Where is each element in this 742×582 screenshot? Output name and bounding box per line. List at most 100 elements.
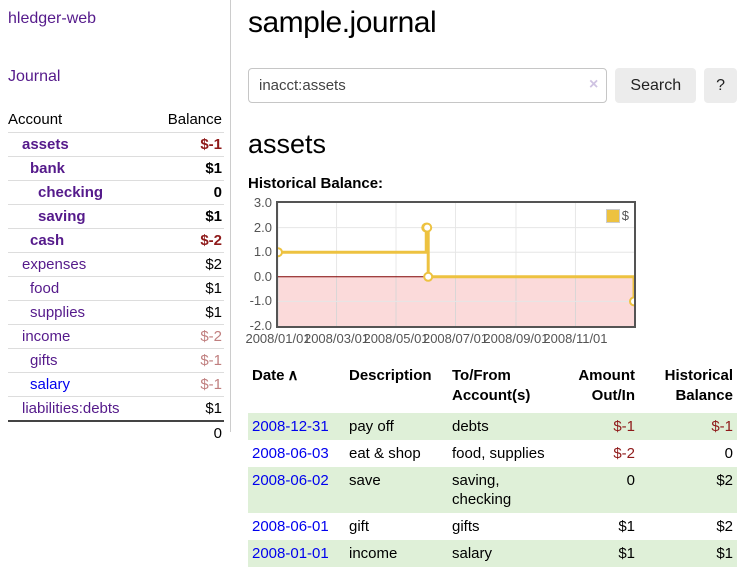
sidebar-account-balance: $1: [152, 204, 224, 229]
sidebar-account-balance: $1: [152, 156, 224, 181]
register-amount: $-1: [613, 418, 635, 435]
chart-y-tick-label: 0.0: [253, 268, 272, 284]
sidebar-account-row: bank $1: [8, 156, 224, 181]
register-row: 2008-12-31 pay off debts $-1 $-1: [248, 413, 737, 440]
chart-x-tick-label: 2008/01/01: [245, 331, 311, 346]
chart-x-tick-label: 2008/09/01: [483, 331, 549, 346]
sidebar-account-row: food $1: [8, 276, 224, 301]
register-date-link[interactable]: 2008-12-31: [252, 418, 329, 435]
sidebar-account-balance: $-2: [152, 324, 224, 349]
legend-swatch-icon: [605, 208, 620, 223]
accounts-total-balance: 0: [152, 420, 224, 445]
app-title-link[interactable]: hledger-web: [8, 10, 97, 27]
search-button[interactable]: Search: [615, 68, 697, 103]
chart-y-tick-label: 3.0: [253, 195, 272, 210]
chart-x-tick-label: 2008/03/01: [303, 331, 370, 346]
sidebar-account-balance: $-1: [152, 348, 224, 373]
sidebar-account-link[interactable]: cash: [30, 232, 65, 249]
register-balance: $2: [716, 472, 733, 489]
sidebar-account-link[interactable]: expenses: [22, 256, 87, 273]
clear-search-icon[interactable]: ×: [589, 76, 599, 93]
register-table: Date ∧ Description To/From Account(s) Amo…: [248, 364, 737, 567]
register-balance: $1: [716, 545, 733, 562]
chart-x-tick-label: 2008/07/01: [422, 331, 489, 346]
register-date-link[interactable]: 2008-06-02: [252, 472, 329, 489]
nav-journal-link[interactable]: Journal: [8, 68, 61, 85]
search-form: × Search ?: [248, 68, 737, 103]
register-date-link[interactable]: 2008-06-03: [252, 445, 329, 462]
main-content: sample.journal × Search ? assets Histori…: [245, 0, 737, 567]
register-description: pay off: [349, 418, 394, 435]
chart-title: Historical Balance:: [248, 175, 384, 192]
sidebar-account-link[interactable]: food: [30, 280, 60, 297]
sidebar-account-balance: $-1: [152, 372, 224, 397]
register-accounts: gifts: [452, 518, 480, 535]
chart-y-tick-label: -2.0: [249, 318, 272, 333]
register-col-description: Description: [349, 367, 432, 384]
register-balance: $2: [716, 518, 733, 535]
chart-canvas: [278, 203, 634, 326]
register-date: 2008-01-01: [248, 540, 345, 567]
register-date: 2008-06-01: [248, 513, 345, 540]
sidebar-account-balance: $-1: [152, 132, 224, 157]
sidebar-account-link[interactable]: supplies: [30, 304, 86, 321]
sidebar-account-balance: $-2: [152, 228, 224, 253]
register-col-date[interactable]: Date ∧: [252, 367, 299, 384]
sidebar-account-link[interactable]: liabilities:debts: [22, 400, 120, 417]
register-description: gift: [349, 518, 370, 535]
sidebar-account-link[interactable]: saving: [38, 208, 86, 225]
register-date-link[interactable]: 2008-01-01: [252, 545, 329, 562]
register-accounts: saving, checking: [452, 472, 512, 508]
accounts-col-account: Account: [8, 111, 63, 128]
register-col-accounts: To/From Account(s): [452, 367, 531, 404]
search-help-button[interactable]: ?: [704, 68, 737, 103]
account-heading: assets: [248, 129, 327, 159]
chart-y-tick-label: 1.0: [253, 244, 272, 260]
register-body: 2008-12-31 pay off debts $-1 $-1 2008-06-03 ea…: [248, 413, 737, 567]
register-description: eat & shop: [349, 445, 421, 462]
chart-x-tick-label: 2008/05/01: [363, 331, 429, 346]
sidebar-account-row: cash $-2: [8, 228, 224, 253]
sidebar-account-row: checking 0: [8, 180, 224, 205]
sidebar-account-link[interactable]: assets: [22, 136, 69, 153]
sidebar-account-link[interactable]: bank: [30, 160, 66, 177]
register-date: 2008-06-03: [248, 440, 345, 467]
register-accounts: salary: [452, 545, 493, 562]
register-date: 2008-06-02: [248, 467, 345, 513]
historical-balance-chart: $ 3.0 2.0 1.0 0.0 -1.0 -2.0 2008/01/01 2008/03/…: [245, 196, 668, 349]
chart-x-tick-label: 2008/11/01: [543, 331, 608, 346]
search-input[interactable]: [248, 68, 608, 103]
sidebar-account-balance: 0: [152, 180, 224, 205]
accounts-table: Account Balance assets $-1 bank $1 checking 0…: [8, 108, 224, 445]
sort-asc-icon: ∧: [287, 367, 299, 384]
page-title: sample.journal: [248, 6, 437, 39]
sidebar-account-link[interactable]: income: [22, 328, 71, 345]
legend-label: $: [621, 208, 629, 223]
register-amount: $-2: [613, 445, 635, 462]
sidebar-account-row: assets $-1: [8, 132, 224, 157]
sidebar-account-link[interactable]: salary: [30, 376, 71, 393]
chart-y-tick-label: 2.0: [253, 219, 272, 235]
register-row: 2008-06-01 gift gifts $1 $2: [248, 513, 737, 540]
register-balance: 0: [724, 445, 733, 462]
sidebar-account-row: income $-2: [8, 324, 224, 349]
sidebar-account-row: saving $1: [8, 204, 224, 229]
sidebar-account-link[interactable]: checking: [38, 184, 104, 201]
sidebar-account-link[interactable]: gifts: [30, 352, 58, 369]
sidebar-account-balance: $1: [152, 396, 224, 421]
sidebar: hledger-web Journal Account Balance asse…: [0, 0, 230, 445]
sidebar-account-row: salary $-1: [8, 372, 224, 397]
register-balance: $-1: [711, 418, 733, 435]
register-col-amount: Amount Out/In: [578, 367, 635, 404]
register-row: 2008-06-03 eat & shop food, supplies $-2 0: [248, 440, 737, 467]
register-date-link[interactable]: 2008-06-01: [252, 518, 329, 535]
sidebar-account-balance: $2: [152, 252, 224, 277]
sidebar-account-balance: $1: [152, 276, 224, 301]
register-row: 2008-06-02 save saving, checking 0 $2: [248, 467, 737, 513]
sidebar-account-row: gifts $-1: [8, 348, 224, 373]
register-row: 2008-01-01 income salary $1 $1: [248, 540, 737, 567]
register-amount: $1: [618, 545, 635, 562]
sidebar-account-row: liabilities:debts $1: [8, 396, 224, 421]
register-date: 2008-12-31: [248, 413, 345, 440]
sidebar-divider: [230, 0, 231, 432]
